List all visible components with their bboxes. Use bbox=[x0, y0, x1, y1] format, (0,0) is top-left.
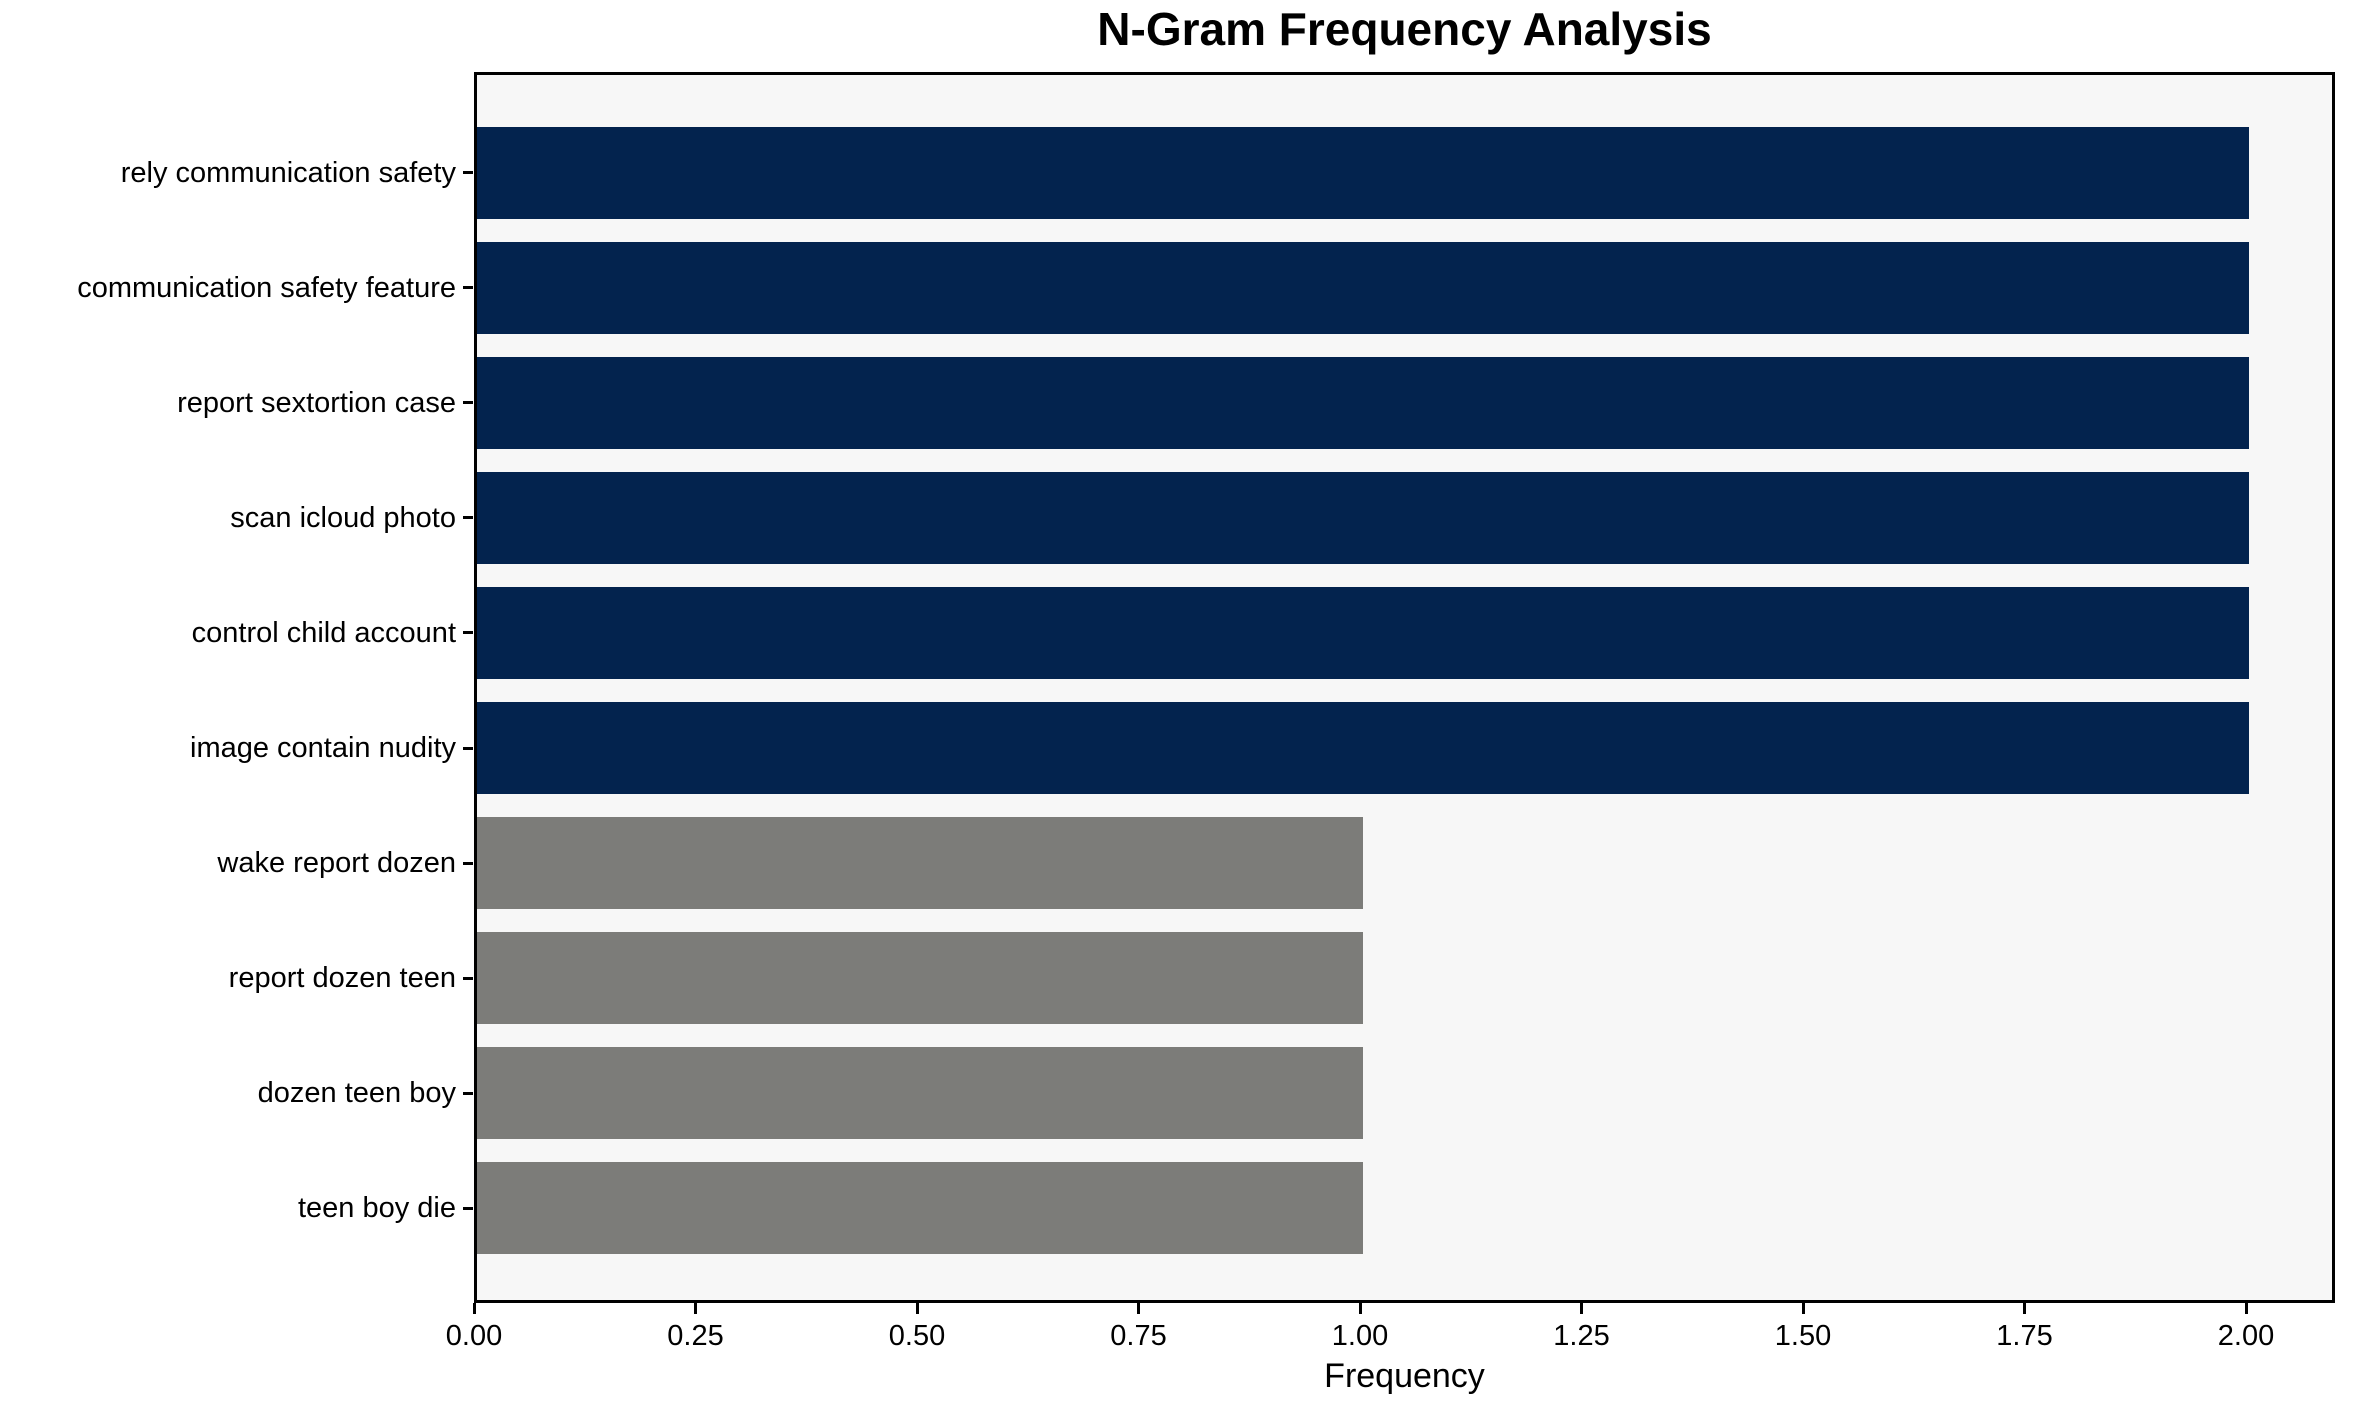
y-tick-mark bbox=[463, 401, 473, 405]
y-tick-label: rely communication safety bbox=[120, 156, 456, 189]
y-tick-label: report sextortion case bbox=[177, 386, 456, 419]
bar-report-dozen-teen bbox=[477, 932, 1363, 1025]
bar-dozen-teen-boy bbox=[477, 1047, 1363, 1140]
bar-scan-icloud-photo bbox=[477, 471, 2249, 564]
y-tick-mark bbox=[463, 1206, 473, 1210]
x-tick-mark bbox=[915, 1303, 919, 1314]
x-tick-label: 1.50 bbox=[1774, 1320, 1832, 1352]
x-tick-label: 0.25 bbox=[667, 1320, 724, 1352]
y-tick-mark bbox=[463, 631, 473, 635]
y-tick-mark bbox=[463, 1091, 473, 1095]
bar-report-sextortion-case bbox=[477, 356, 2249, 449]
x-tick-label: 0.75 bbox=[1110, 1320, 1167, 1352]
x-tick-mark bbox=[1801, 1303, 1805, 1314]
y-tick-label: dozen teen boy bbox=[257, 1077, 456, 1110]
chart-title: N-Gram Frequency Analysis bbox=[1097, 3, 1712, 55]
x-tick-label: 1.75 bbox=[1996, 1320, 2053, 1352]
y-tick-mark bbox=[463, 861, 473, 865]
x-tick-mark bbox=[2244, 1303, 2248, 1314]
y-tick-mark bbox=[463, 976, 473, 980]
x-tick-label: 0.50 bbox=[888, 1320, 946, 1352]
y-tick-label: scan icloud photo bbox=[230, 501, 456, 534]
y-tick-mark bbox=[463, 516, 473, 520]
y-tick-label: image contain nudity bbox=[190, 732, 456, 765]
x-tick-mark bbox=[1137, 1303, 1140, 1314]
y-tick-label: communication safety feature bbox=[77, 271, 456, 304]
bar-wake-report-dozen bbox=[477, 817, 1363, 910]
y-tick-label: teen boy die bbox=[297, 1192, 456, 1225]
plot-area bbox=[474, 72, 2335, 1303]
x-tick-mark bbox=[1358, 1303, 1362, 1314]
x-tick-mark bbox=[694, 1303, 697, 1314]
y-tick-label: wake report dozen bbox=[217, 847, 456, 880]
x-tick-mark bbox=[2023, 1303, 2026, 1314]
y-tick-label: control child account bbox=[191, 616, 456, 649]
y-tick-label: report dozen teen bbox=[228, 962, 456, 995]
y-tick-mark bbox=[463, 746, 473, 750]
bar-teen-boy-die bbox=[477, 1162, 1363, 1255]
x-tick-mark bbox=[1580, 1303, 1583, 1314]
x-tick-mark bbox=[472, 1303, 476, 1314]
x-tick-label: 2.00 bbox=[2217, 1320, 2275, 1352]
bar-image-contain-nudity bbox=[477, 702, 2249, 795]
x-tick-label: 1.25 bbox=[1553, 1320, 1610, 1352]
x-tick-label: 1.00 bbox=[1331, 1320, 1389, 1352]
x-tick-label: 0.00 bbox=[445, 1320, 503, 1352]
y-tick-mark bbox=[463, 286, 473, 290]
y-tick-mark bbox=[463, 171, 473, 175]
bar-rely-communication-safety bbox=[477, 126, 2249, 219]
x-axis-title: Frequency bbox=[1324, 1357, 1485, 1395]
bar-control-child-account bbox=[477, 586, 2249, 679]
bar-communication-safety-feature bbox=[477, 241, 2249, 334]
